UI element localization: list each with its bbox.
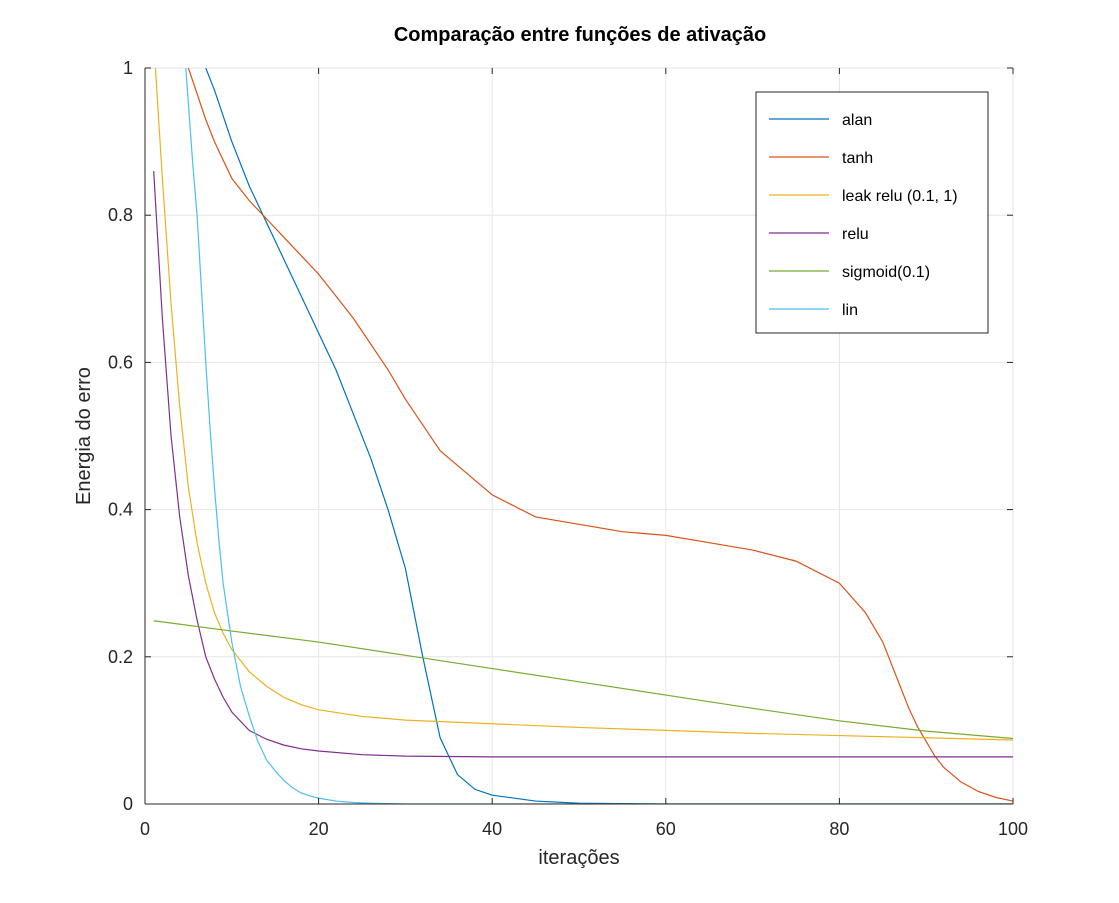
x-tick-label: 0 — [140, 819, 150, 839]
x-axis-label: iterações — [538, 847, 619, 869]
series-line-tanh — [187, 68, 1013, 802]
legend-label: sigmoid(0.1) — [842, 264, 930, 281]
legend-label: leak relu (0.1, 1) — [842, 188, 958, 205]
x-tick-label: 60 — [656, 819, 676, 839]
y-tick-label: 0.8 — [108, 205, 133, 225]
x-tick-label: 20 — [309, 819, 329, 839]
legend: alan tanh leak relu (0.1, 1) relu sigmoid(0.… — [755, 91, 989, 334]
tick-labels: 0 20 40 60 80 100 0 0.2 0.4 0.6 0.8 1 — [108, 58, 1028, 839]
y-tick-label: 0 — [123, 794, 133, 814]
series-line-leak-relu-0-1-1 — [154, 68, 1013, 741]
y-tick-label: 1 — [123, 58, 133, 78]
legend-label: alan — [842, 112, 872, 129]
series-line-relu — [153, 171, 1013, 758]
chart-title: Comparação entre funções de ativação — [394, 24, 766, 46]
axes — [144, 67, 1014, 805]
x-tick-label: 80 — [829, 819, 849, 839]
x-tick-label: 100 — [998, 819, 1028, 839]
y-tick-label: 0.2 — [108, 647, 133, 667]
legend-box — [755, 91, 989, 334]
series-line-alan — [205, 68, 1013, 804]
series-layer — [153, 68, 1013, 804]
series-line-sigmoid-0-1 — [153, 620, 1013, 740]
legend-label: tanh — [842, 150, 873, 167]
y-axis-label: Energia do erro — [73, 367, 95, 505]
series-line-lin — [185, 68, 1013, 804]
y-tick-label: 0.4 — [108, 500, 133, 520]
legend-label: lin — [842, 302, 858, 319]
legend-label: relu — [842, 226, 869, 243]
x-tick-label: 40 — [482, 819, 502, 839]
y-tick-label: 0.6 — [108, 352, 133, 372]
